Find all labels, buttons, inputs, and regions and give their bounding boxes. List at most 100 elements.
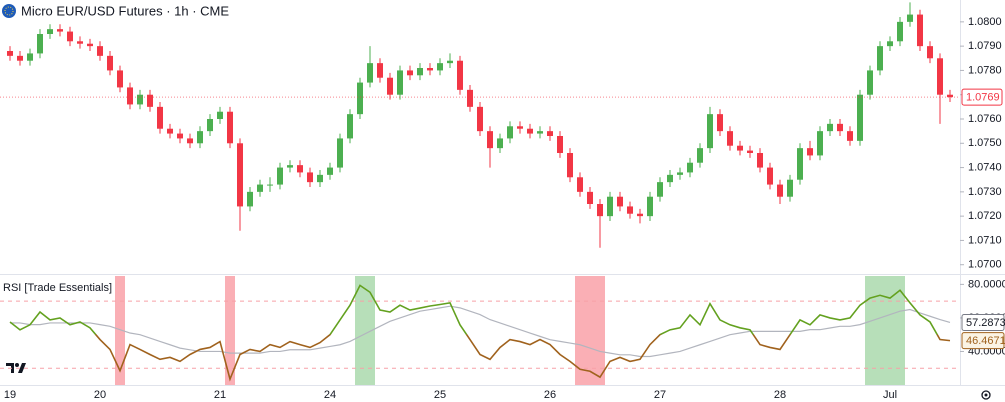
zone-shade — [585, 276, 595, 385]
candle-body — [597, 204, 603, 217]
candle-body — [547, 131, 553, 136]
settings-icon[interactable] — [981, 390, 991, 400]
candle-body — [347, 114, 353, 139]
rsi-line — [9, 284, 951, 382]
candle-body — [847, 131, 853, 141]
candle-body — [677, 172, 683, 175]
candle-body — [117, 70, 123, 88]
candle-body — [767, 167, 773, 185]
candle-body — [937, 58, 943, 95]
candle-body — [607, 196, 613, 217]
zone-shade — [365, 276, 375, 385]
last-value-box — [961, 313, 1005, 331]
candle-body — [917, 14, 923, 47]
candle-body — [477, 106, 483, 132]
candle-body — [737, 145, 743, 151]
candle-body — [37, 34, 43, 54]
candle-body — [97, 46, 103, 56]
candle-body — [837, 123, 843, 132]
candle-body — [437, 63, 443, 71]
candle-body — [387, 77, 393, 95]
candle-body — [817, 131, 823, 156]
candle-body — [857, 94, 863, 141]
x-tick-label: 26 — [544, 389, 556, 401]
y-tick-label: 1.0750 — [968, 137, 1002, 149]
candle-body — [27, 53, 33, 61]
candle-body — [287, 165, 293, 168]
y-tick-label: 80.0000 — [968, 278, 1005, 290]
candle-body — [497, 138, 503, 149]
candle-body — [77, 41, 83, 44]
candle-body — [57, 29, 63, 32]
candle-body — [357, 82, 363, 115]
candle-body — [327, 167, 333, 175]
zone-shade — [885, 276, 895, 385]
last-price-label: 1.0769 — [966, 92, 1000, 104]
candle-body — [907, 14, 913, 22]
candle-body — [247, 191, 253, 207]
candle-body — [47, 29, 53, 34]
candle-body — [647, 196, 653, 217]
candle-body — [147, 94, 153, 107]
last-value-label: 57.2873 — [966, 317, 1005, 329]
candle-body — [797, 148, 803, 180]
y-tick-label: 1.0760 — [968, 113, 1002, 125]
last-value-box — [961, 332, 1005, 350]
candle-body — [317, 174, 323, 183]
symbol-icon[interactable] — [2, 4, 16, 18]
zone-shade — [115, 276, 125, 385]
candle-body — [297, 165, 303, 173]
candle-body — [457, 60, 463, 90]
x-tick-label: 27 — [654, 389, 666, 401]
candle-body — [777, 184, 783, 197]
zone-shade — [895, 276, 905, 385]
candle-body — [947, 94, 953, 98]
candle-body — [627, 206, 633, 214]
candle-body — [87, 43, 93, 47]
candle-body — [417, 68, 423, 76]
x-tick-label: 20 — [94, 389, 106, 401]
candle-body — [537, 131, 543, 134]
candle-body — [637, 213, 643, 217]
candle-body — [517, 126, 523, 129]
candle-body — [137, 94, 143, 105]
x-tick-label: 19 — [4, 389, 16, 401]
y-tick-label: 1.0700 — [968, 259, 1002, 271]
candle-body — [407, 70, 413, 76]
zone-shade — [595, 276, 605, 385]
candle-body — [197, 131, 203, 144]
candle-body — [507, 126, 513, 139]
candle-body — [187, 138, 193, 144]
candle-body — [687, 162, 693, 173]
logo[interactable] — [6, 363, 26, 373]
candle-body — [267, 184, 273, 186]
candle-body — [657, 182, 663, 197]
candle-body — [617, 196, 623, 207]
zone-shade — [355, 276, 365, 385]
candle-body — [427, 68, 433, 71]
chart-title[interactable]: Micro EUR/USD Futures · 1h · CME — [21, 3, 229, 18]
candle-body — [567, 153, 573, 178]
x-tick-label: 24 — [324, 389, 336, 401]
y-tick-label: 1.0800 — [968, 16, 1002, 28]
candle-body — [7, 51, 13, 56]
x-tick-label: 28 — [774, 389, 786, 401]
zone-shade — [875, 276, 885, 385]
candle-body — [807, 148, 813, 156]
zone-shade — [575, 276, 585, 385]
candle-body — [927, 46, 933, 59]
candle-body — [577, 177, 583, 192]
indicator-title[interactable]: RSI [Trade Essentials] — [3, 282, 112, 294]
candle-body — [217, 111, 223, 119]
candle-body — [337, 138, 343, 168]
y-tick-label: 1.0720 — [968, 210, 1002, 222]
candle-body — [717, 114, 723, 132]
candle-body — [227, 111, 233, 144]
candle-body — [727, 131, 733, 146]
candle-body — [467, 89, 473, 107]
candle-body — [587, 191, 593, 204]
candle-body — [177, 133, 183, 139]
